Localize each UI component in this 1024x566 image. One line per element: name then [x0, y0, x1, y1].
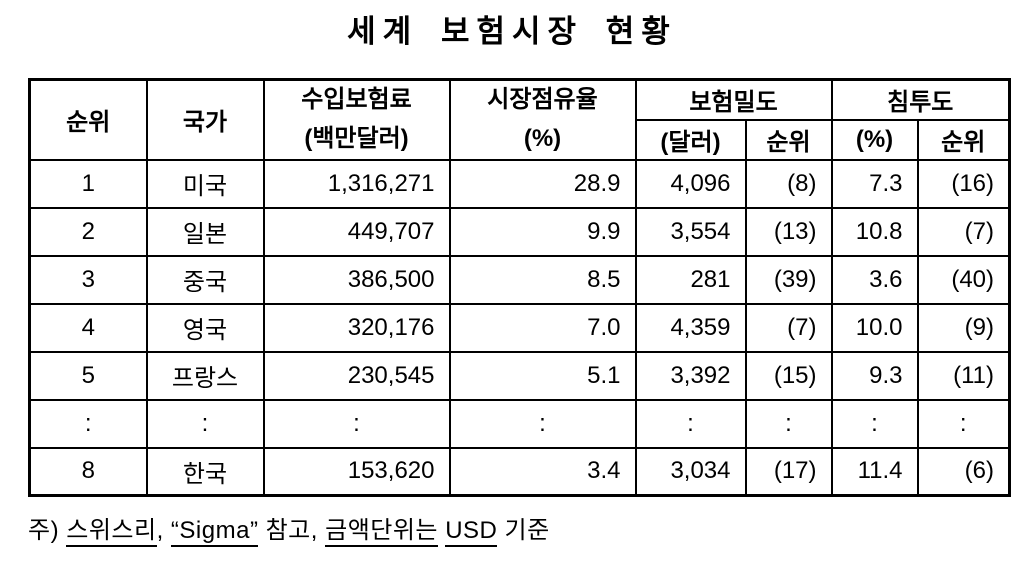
cell-rank: 3: [28, 254, 148, 305]
header-premium-line2: (백만달러): [304, 124, 409, 152]
cell-rank: 1: [28, 158, 148, 209]
cell-penetration: 7.3: [830, 158, 919, 209]
header-rank: 순위: [28, 78, 148, 161]
header-share-line2: (%): [523, 124, 562, 152]
table-row: 2 일본 449,707 9.9 3,554 (13) 10.8 (7): [28, 206, 1011, 257]
cell-share: 3.4: [448, 446, 637, 497]
cell-density_rank: :: [744, 398, 833, 449]
cell-density: 281: [634, 254, 747, 305]
table-row: 4 영국 320,176 7.0 4,359 (7) 10.0 (9): [28, 302, 1011, 353]
cell-share: 8.5: [448, 254, 637, 305]
cell-penetration: 9.3: [830, 350, 919, 401]
table-row: ::::::::: [28, 398, 1011, 449]
cell-country: 일본: [145, 206, 265, 257]
cell-country: 중국: [145, 254, 265, 305]
cell-density: 3,034: [634, 446, 747, 497]
header-penetration-group: 침투도: [830, 78, 1011, 121]
cell-penetration_rank: (16): [916, 158, 1011, 209]
cell-country: 한국: [145, 446, 265, 497]
cell-density_rank: (13): [744, 206, 833, 257]
cell-density: 4,359: [634, 302, 747, 353]
table-row: 5 프랑스 230,545 5.1 3,392 (15) 9.3 (11): [28, 350, 1011, 401]
cell-penetration_rank: :: [916, 398, 1011, 449]
cell-rank: 5: [28, 350, 148, 401]
cell-penetration_rank: (9): [916, 302, 1011, 353]
cell-rank: 2: [28, 206, 148, 257]
cell-density: 3,392: [634, 350, 747, 401]
cell-density_rank: (15): [744, 350, 833, 401]
table-row: 1 미국 1,316,271 28.9 4,096 (8) 7.3 (16): [28, 158, 1011, 209]
table-row: 8 한국 153,620 3.4 3,034 (17) 11.4 (6): [28, 446, 1011, 497]
cell-density_rank: (39): [744, 254, 833, 305]
footnote-segment: 참고,: [258, 517, 326, 544]
cell-premium: 449,707: [262, 206, 451, 257]
cell-rank: :: [28, 398, 148, 449]
cell-penetration_rank: (11): [916, 350, 1011, 401]
cell-country: 프랑스: [145, 350, 265, 401]
cell-premium: :: [262, 398, 451, 449]
footnote-segment: USD: [445, 517, 498, 547]
cell-premium: 320,176: [262, 302, 451, 353]
cell-penetration: 10.0: [830, 302, 919, 353]
header-share-line1: 시장점유율: [487, 86, 598, 114]
cell-country: 미국: [145, 158, 265, 209]
cell-share: 7.0: [448, 302, 637, 353]
cell-density: 3,554: [634, 206, 747, 257]
cell-share: 9.9: [448, 206, 637, 257]
cell-penetration: :: [830, 398, 919, 449]
footnote-segment: 주): [28, 517, 67, 544]
cell-density_rank: (17): [744, 446, 833, 497]
footnote: 주) 스위스리, “Sigma” 참고, 금액단위는 USD 기준: [28, 510, 1024, 547]
table-header: 순위 국가 수입보험료 (백만달러) 시장점유율 (%) 보험밀도 침투도 (달…: [28, 78, 1011, 161]
cell-premium: 386,500: [262, 254, 451, 305]
insurance-table: 순위 국가 수입보험료 (백만달러) 시장점유율 (%) 보험밀도 침투도 (달…: [28, 78, 1012, 497]
cell-share: 28.9: [448, 158, 637, 209]
footnote-segment: 기준: [497, 517, 550, 544]
page-title: 세계 보험시장 현황: [347, 14, 677, 49]
cell-country: 영국: [145, 302, 265, 353]
cell-share: 5.1: [448, 350, 637, 401]
footnote-segments: 주) 스위스리, “Sigma” 참고, 금액단위는 USD 기준: [28, 517, 550, 547]
cell-penetration_rank: (7): [916, 206, 1011, 257]
cell-density: :: [634, 398, 747, 449]
header-penetration-unit: (%): [830, 118, 919, 161]
cell-density_rank: (8): [744, 158, 833, 209]
table-body: 1 미국 1,316,271 28.9 4,096 (8) 7.3 (16) 2 일본 449,70…: [28, 158, 1011, 497]
cell-density_rank: (7): [744, 302, 833, 353]
cell-penetration: 3.6: [830, 254, 919, 305]
header-country: 국가: [145, 78, 265, 161]
cell-premium: 153,620: [262, 446, 451, 497]
footnote-segment: 금액단위는: [325, 517, 439, 547]
footnote-segment: ,: [156, 517, 171, 544]
header-density-unit: (달러): [634, 118, 747, 161]
header-density-rank: 순위: [744, 118, 833, 161]
cell-share: :: [448, 398, 637, 449]
cell-country: :: [145, 398, 265, 449]
header-row-1: 순위 국가 수입보험료 (백만달러) 시장점유율 (%) 보험밀도 침투도: [28, 78, 1011, 161]
cell-penetration_rank: (40): [916, 254, 1011, 305]
header-density-group: 보험밀도: [634, 78, 833, 121]
footnote-segment: 스위스리: [66, 517, 157, 547]
footnote-segment: “Sigma”: [170, 517, 259, 547]
cell-density: 4,096: [634, 158, 747, 209]
cell-penetration: 10.8: [830, 206, 919, 257]
cell-premium: 230,545: [262, 350, 451, 401]
header-market-share: 시장점유율 (%): [448, 78, 637, 161]
cell-rank: 4: [28, 302, 148, 353]
table-row: 3 중국 386,500 8.5 281 (39) 3.6 (40): [28, 254, 1011, 305]
cell-penetration_rank: (6): [916, 446, 1011, 497]
cell-penetration: 11.4: [830, 446, 919, 497]
header-premium-line1: 수입보험료: [301, 86, 412, 114]
cell-premium: 1,316,271: [262, 158, 451, 209]
header-penetration-rank: 순위: [916, 118, 1011, 161]
cell-rank: 8: [28, 446, 148, 497]
header-row-2: (달러) 순위 (%) 순위: [30, 118, 1011, 161]
header-premium: 수입보험료 (백만달러): [262, 78, 451, 161]
